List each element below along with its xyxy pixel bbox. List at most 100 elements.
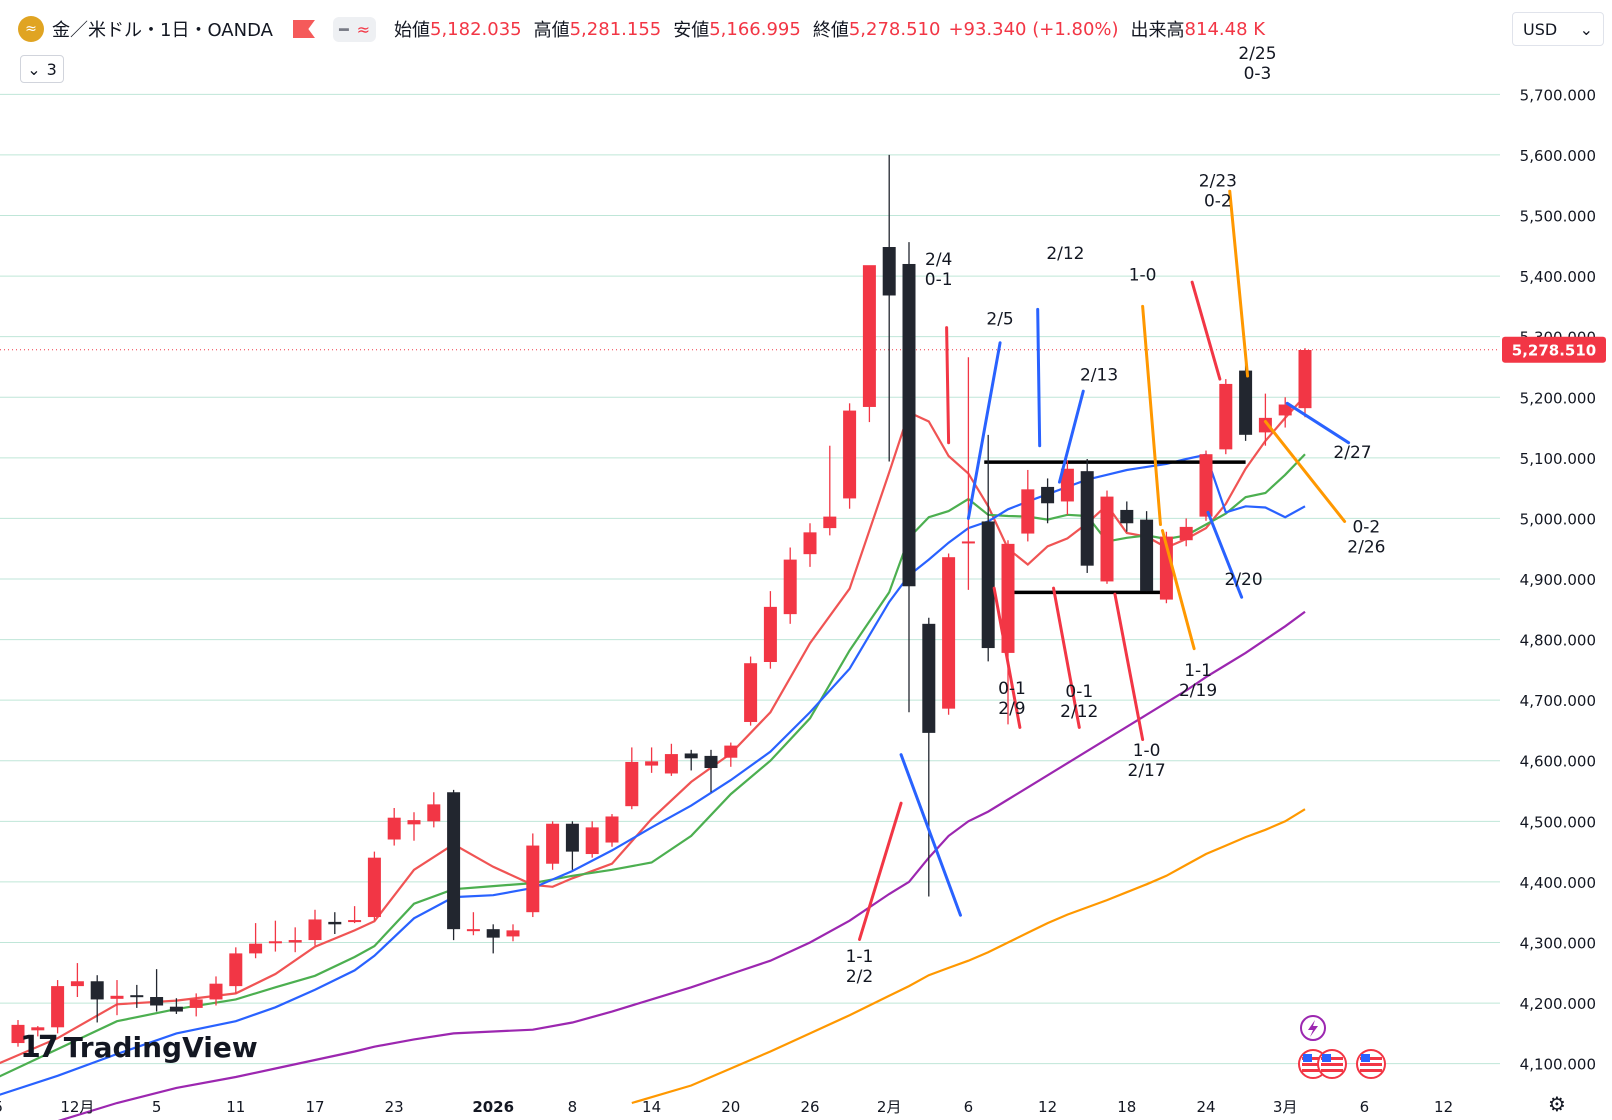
candle-body [130, 995, 144, 998]
instrument-title[interactable]: 金／米ドル・1日・OANDA [52, 20, 273, 41]
candle [1239, 363, 1253, 441]
price-axis[interactable]: 4,100.000 4,200.000 4,300.000 4,400.000 4,50… [1500, 0, 1612, 1120]
moving-average-line [631, 808, 1306, 1105]
candle-body [1239, 370, 1253, 435]
settings-gear-icon[interactable]: ⚙ [1548, 1092, 1566, 1116]
currency-select[interactable]: USD ⌄ [1512, 12, 1604, 46]
price-tick-label: 5,200.000 [1520, 389, 1596, 407]
flag-icon[interactable] [292, 20, 315, 38]
annotation-label: 1-0 [1133, 741, 1161, 761]
wave-icon[interactable]: ≈ [356, 19, 370, 39]
candle-body [605, 816, 619, 843]
time-tick-label: 5 [152, 1098, 162, 1116]
candle-body [1219, 383, 1233, 450]
tradingview-logo[interactable]: 17 TradingView [20, 1030, 258, 1065]
annotation-line [1141, 304, 1162, 526]
candle [704, 749, 718, 793]
time-tick-label: 18 [1117, 1098, 1136, 1116]
candle [1060, 460, 1074, 515]
time-tick-label: 12 [1038, 1098, 1057, 1116]
candle-body [1278, 404, 1292, 416]
candles [11, 154, 1312, 1047]
annotation-label: 2/4 [925, 250, 952, 270]
annotation-line [1052, 586, 1081, 729]
candle [130, 984, 144, 1008]
minus-icon[interactable]: ━ [338, 19, 349, 39]
candle-body [1080, 471, 1094, 566]
time-tick-label: 2026 [472, 1098, 514, 1116]
us-flag-icon[interactable] [1356, 1049, 1386, 1079]
candle [1278, 397, 1292, 428]
annotation-label: 2/2 [846, 967, 873, 987]
candle-body [367, 857, 381, 918]
candle-body [704, 755, 718, 769]
annotation-label: 2/9 [998, 699, 1025, 719]
open-label: 始値 [394, 20, 430, 41]
candle-body [942, 557, 956, 709]
lightning-icon[interactable] [1300, 1015, 1326, 1041]
candle-body [447, 792, 461, 930]
last-price-badge [1502, 336, 1606, 363]
price-tick-label: 4,400.000 [1520, 874, 1596, 892]
annotation-label: 2/20 [1225, 570, 1263, 590]
moving-average-line [57, 610, 1306, 1120]
candle-body [268, 941, 282, 944]
annotation-label: 0-1 [1065, 682, 1093, 702]
indicator-collapse-button[interactable]: ⌄ 3 [20, 55, 64, 83]
time-tick-label: 6 [1360, 1098, 1370, 1116]
candle [506, 924, 520, 942]
time-tick-label: 14 [642, 1098, 661, 1116]
candle-body [546, 823, 560, 864]
candle [150, 969, 164, 1012]
candle-body [664, 754, 678, 774]
candle-body [862, 265, 876, 407]
time-tick-label: 3月 [1273, 1098, 1298, 1116]
candle [1140, 511, 1154, 592]
candle-body [902, 263, 916, 587]
candle [1199, 450, 1213, 521]
time-tick-label: 20 [721, 1098, 740, 1116]
candle [1298, 348, 1312, 418]
low-value: 5,166.995 [709, 18, 801, 40]
candle-body [1001, 543, 1015, 653]
candle-body [229, 953, 243, 987]
candle [1001, 540, 1015, 725]
candle [328, 912, 342, 935]
candle-body [387, 817, 401, 840]
candle [961, 357, 975, 590]
time-tick-label: 2月 [877, 1098, 902, 1116]
time-tick-label: 12月 [60, 1098, 94, 1116]
high-value: 5,281.155 [569, 18, 662, 40]
candle-body [645, 761, 659, 766]
annotation-line [966, 341, 1002, 520]
price-tick-label: 4,300.000 [1520, 934, 1596, 952]
candle [249, 923, 263, 959]
price-tick-label: 5,500.000 [1520, 208, 1596, 226]
time-axis[interactable]: 512月5111723202681420262月61218243月612 [0, 1098, 1453, 1116]
candle [348, 906, 362, 924]
annotation-line [1057, 389, 1085, 484]
annotation-label: 2/27 [1333, 443, 1371, 463]
indicator-toggle[interactable]: ━ ≈ [332, 16, 376, 42]
candle-body [1041, 486, 1055, 504]
annotation-labels: 1-12/22/40-12/50-12/92/120-12/122/131-01… [846, 44, 1386, 987]
change-value: +93.340 (+1.80%) [948, 18, 1119, 40]
annotation-line [1228, 189, 1250, 378]
event-badges[interactable] [1290, 1012, 1400, 1084]
candle [169, 998, 183, 1014]
candle [664, 743, 678, 776]
candle-body [189, 999, 203, 1008]
candle [565, 821, 579, 870]
candle [981, 434, 995, 662]
us-flag-icon[interactable] [1317, 1049, 1347, 1079]
candle [585, 821, 599, 858]
candle-body [150, 997, 164, 1006]
annotation-line [1036, 307, 1042, 448]
annotation-line [1263, 419, 1347, 523]
candle-body [1021, 489, 1035, 534]
candle [1120, 501, 1134, 532]
annotation-label: 0-3 [1244, 64, 1272, 84]
close-value: 5,278.510 [848, 18, 941, 40]
candle-body [744, 663, 758, 722]
